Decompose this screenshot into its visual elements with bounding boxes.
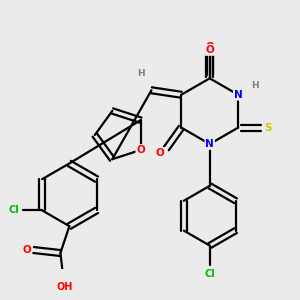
Text: Cl: Cl <box>204 269 215 279</box>
Text: N: N <box>234 90 242 100</box>
Text: Cl: Cl <box>8 206 19 215</box>
Text: O: O <box>156 148 165 158</box>
Text: O: O <box>205 42 214 52</box>
Text: S: S <box>264 123 272 133</box>
Text: O: O <box>22 245 31 255</box>
Text: O: O <box>136 145 145 155</box>
Text: O: O <box>205 45 214 55</box>
Text: N: N <box>205 139 214 149</box>
Text: H: H <box>251 81 258 90</box>
Text: OH: OH <box>57 282 73 292</box>
Text: H: H <box>137 69 145 78</box>
